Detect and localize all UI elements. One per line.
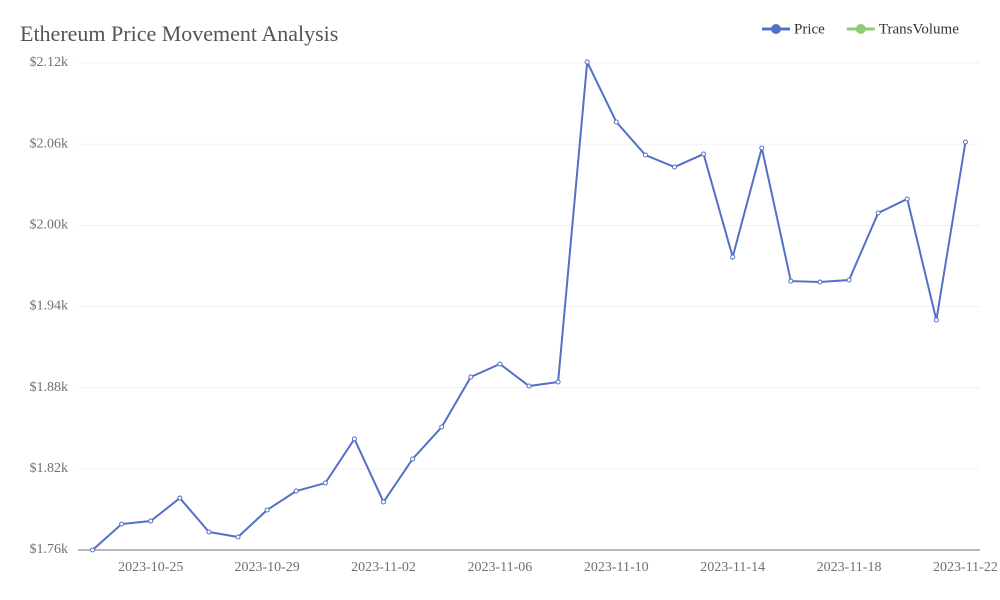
x-tick-label: 2023-10-25 (118, 560, 183, 575)
point (351, 436, 357, 442)
y-tick-label: $1.76k (30, 542, 69, 557)
x-tick-label: 2023-11-22 (933, 560, 998, 575)
chart-title: Ethereum Price Movement Analysis (20, 21, 338, 46)
point (439, 424, 445, 430)
x-tick-label: 2023-11-14 (700, 560, 765, 575)
point (962, 139, 968, 145)
point (119, 521, 125, 527)
point (584, 59, 590, 65)
point (293, 488, 299, 494)
point (148, 518, 154, 524)
point (759, 145, 765, 151)
point (468, 374, 474, 380)
y-tick-label: $1.94k (30, 299, 69, 314)
x-tick-label: 2023-11-06 (467, 560, 532, 575)
x-tick-label: 2023-10-29 (234, 560, 299, 575)
point (613, 119, 619, 125)
point (177, 495, 183, 501)
point (381, 499, 387, 505)
point (875, 210, 881, 216)
legend-label: TransVolume (879, 21, 959, 37)
point (526, 383, 532, 389)
point (642, 152, 648, 158)
legend-dot (855, 24, 866, 34)
point (788, 278, 794, 284)
legend-dot (771, 24, 781, 34)
point (555, 379, 561, 385)
point (206, 529, 212, 535)
point (264, 507, 270, 513)
point (730, 254, 736, 260)
y-tick-label: $2.12k (30, 55, 69, 70)
legend-label: Price (794, 21, 825, 37)
point (497, 361, 503, 367)
point (90, 547, 96, 553)
point (235, 534, 241, 540)
y-tick-label: $2.00k (30, 218, 69, 233)
y-tick-label: $1.88k (30, 380, 69, 395)
point (322, 480, 328, 486)
x-tick-label: 2023-11-02 (351, 560, 416, 575)
point (846, 277, 852, 283)
point (904, 196, 910, 202)
point (933, 317, 939, 323)
x-tick-label: 2023-11-18 (817, 560, 882, 575)
x-tick-label: 2023-11-10 (584, 560, 649, 575)
point (671, 164, 677, 170)
point (701, 151, 707, 157)
point (817, 279, 823, 285)
point (410, 456, 416, 462)
y-tick-label: $2.06k (30, 136, 69, 151)
y-tick-label: $1.82k (30, 461, 69, 476)
